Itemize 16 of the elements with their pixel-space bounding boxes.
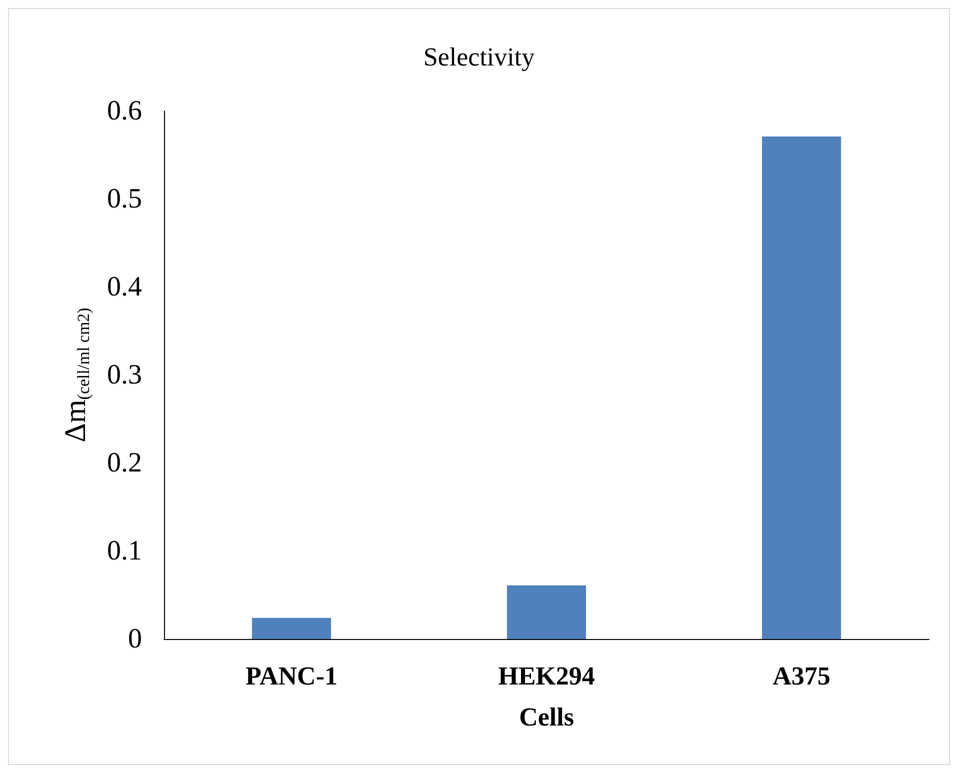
x-tick-label: PANC-1 [246, 662, 338, 690]
x-tick-label: A375 [772, 662, 830, 690]
x-axis-title: Cells [519, 702, 574, 732]
y-tick-label: 0.4 [107, 272, 142, 302]
chart-title: Selectivity [423, 42, 535, 72]
bar [762, 136, 842, 639]
bar [506, 585, 586, 639]
x-tick-label: HEK294 [498, 662, 595, 690]
y-tick-label: 0.2 [107, 448, 142, 478]
y-tick-label: 0.1 [107, 536, 142, 566]
y-tick-label: 0 [128, 624, 142, 654]
y-axis-title: Δm(cell/ml cm2) [59, 308, 93, 442]
bar [252, 618, 332, 639]
y-tick-label: 0.6 [107, 96, 142, 126]
y-tick-label: 0.5 [107, 184, 142, 214]
y-tick-label: 0.3 [107, 360, 142, 390]
